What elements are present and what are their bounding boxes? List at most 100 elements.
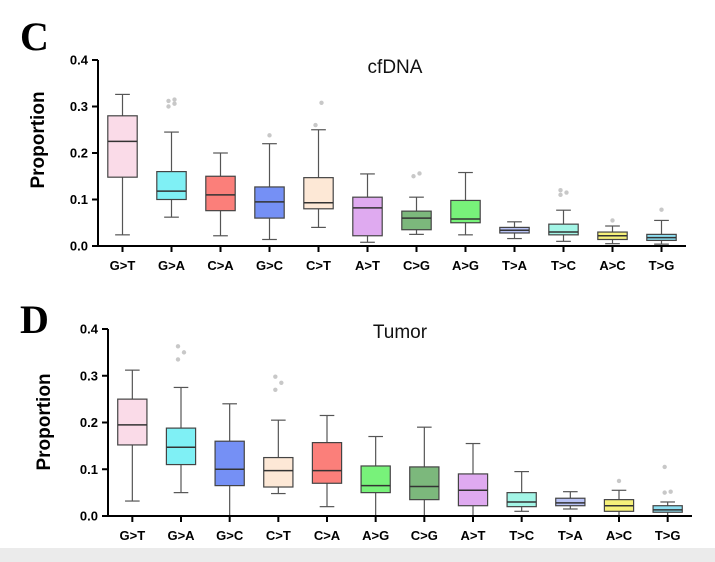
x-category-label: C>A bbox=[314, 528, 341, 543]
y-tick-label: 0.1 bbox=[70, 192, 88, 207]
iqr-box bbox=[303, 177, 334, 210]
box-d-0 bbox=[117, 369, 148, 502]
outlier-point bbox=[273, 374, 278, 379]
y-ticks-c: 0.0 0.1 0.2 0.3 0.4 bbox=[70, 53, 98, 254]
outlier-point bbox=[564, 190, 569, 195]
x-category-label: G>T bbox=[120, 528, 146, 543]
y-axis-label-c: Proportion bbox=[28, 91, 49, 188]
x-category-label: C>T bbox=[306, 258, 331, 273]
outlier-point bbox=[411, 174, 416, 179]
x-category-label: T>G bbox=[655, 528, 681, 543]
x-categories-c: G>T G>A C>A G>C C>T A>T C>G A>G T>A T>C A>C T>G bbox=[110, 246, 675, 273]
outlier-point bbox=[558, 188, 563, 193]
iqr-box bbox=[409, 466, 440, 501]
iqr-box bbox=[652, 505, 683, 513]
box-c-5 bbox=[352, 173, 383, 243]
outlier-point bbox=[558, 192, 563, 198]
y-tick-label: 0.0 bbox=[80, 509, 98, 524]
box-d-7 bbox=[457, 442, 489, 517]
box-d-3 bbox=[263, 374, 294, 495]
box-c-1 bbox=[156, 97, 187, 218]
iqr-box bbox=[214, 440, 245, 487]
box-d-5 bbox=[360, 435, 391, 517]
box-c-11 bbox=[646, 207, 677, 245]
y-tick-label: 0.3 bbox=[70, 99, 88, 114]
box-c-0 bbox=[107, 93, 138, 236]
box-d-1 bbox=[165, 344, 197, 494]
box-d-2 bbox=[214, 403, 245, 517]
box-d-4 bbox=[311, 414, 343, 508]
y-tick-label: 0.1 bbox=[80, 462, 98, 477]
y-tick-label: 0.3 bbox=[80, 368, 98, 383]
x-category-label: G>C bbox=[216, 528, 244, 543]
box-c-8 bbox=[499, 221, 530, 240]
iqr-box bbox=[156, 171, 187, 201]
y-tick-label: 0.2 bbox=[70, 146, 88, 161]
outlier-point bbox=[181, 350, 187, 355]
x-category-label: C>G bbox=[403, 258, 430, 273]
outlier-point bbox=[273, 387, 278, 392]
outlier-point bbox=[166, 98, 171, 104]
outlier-point bbox=[417, 171, 422, 176]
iqr-box bbox=[311, 442, 343, 484]
box-d-6 bbox=[409, 426, 440, 517]
box-d-9 bbox=[555, 491, 586, 510]
iqr-box bbox=[165, 427, 197, 466]
box-c-2 bbox=[205, 152, 236, 237]
box-c-4 bbox=[303, 100, 334, 228]
box-d-11 bbox=[652, 464, 683, 517]
iqr-box bbox=[360, 465, 391, 494]
x-category-label: T>G bbox=[649, 258, 675, 273]
x-category-label: C>A bbox=[207, 258, 234, 273]
outlier-point bbox=[662, 490, 667, 495]
y-ticks-d: 0.0 0.1 0.2 0.3 0.4 bbox=[80, 322, 108, 524]
outlier-point bbox=[267, 133, 272, 138]
outlier-point bbox=[172, 101, 177, 106]
box-c-9 bbox=[548, 188, 579, 242]
iqr-box bbox=[450, 199, 481, 224]
x-category-label: T>C bbox=[551, 258, 577, 273]
outlier-point bbox=[172, 97, 177, 102]
x-category-label: A>T bbox=[461, 528, 486, 543]
outlier-point bbox=[175, 344, 181, 349]
outlier-point bbox=[313, 122, 318, 128]
x-category-label: T>C bbox=[509, 528, 535, 543]
outlier-point bbox=[616, 478, 622, 484]
box-c-10 bbox=[597, 218, 628, 245]
outlier-point bbox=[662, 464, 667, 470]
outlier-point bbox=[166, 104, 171, 109]
y-axis-label-d: Proportion bbox=[34, 373, 55, 470]
box-d-8 bbox=[506, 470, 537, 512]
x-category-label: C>G bbox=[411, 528, 438, 543]
axes-d bbox=[107, 329, 692, 517]
box-c-3 bbox=[254, 133, 285, 241]
axes-c bbox=[97, 60, 686, 247]
x-category-label: G>A bbox=[158, 258, 186, 273]
outlier-point bbox=[319, 100, 324, 105]
boxes-d bbox=[117, 344, 683, 517]
iqr-box bbox=[117, 398, 148, 446]
x-categories-d: G>T G>A G>C C>T C>A A>G C>G A>T T>C T>A A>C T>G bbox=[120, 516, 681, 543]
panel-c-cfdna: C cfDNA Proportion 0.00.10.20.30.4 G>T G>… bbox=[20, 14, 686, 273]
y-tick-label: 0.4 bbox=[70, 53, 89, 68]
x-category-label: A>T bbox=[355, 258, 380, 273]
y-tick-label: 0.0 bbox=[70, 239, 88, 254]
x-category-label: T>A bbox=[558, 528, 584, 543]
outlier-point bbox=[668, 489, 673, 494]
x-category-label: A>G bbox=[452, 258, 479, 273]
x-category-label: A>C bbox=[599, 258, 626, 273]
x-category-label: A>G bbox=[362, 528, 389, 543]
box-c-7 bbox=[450, 171, 481, 236]
x-category-label: A>C bbox=[606, 528, 633, 543]
iqr-box bbox=[107, 115, 138, 178]
panel-letter-d: D bbox=[20, 297, 49, 342]
outlier-point bbox=[659, 207, 664, 212]
x-category-label: T>A bbox=[502, 258, 528, 273]
x-category-label: G>A bbox=[167, 528, 195, 543]
bottom-strip bbox=[0, 548, 715, 562]
iqr-box bbox=[401, 210, 432, 231]
chart-title-tumor: Tumor bbox=[373, 322, 428, 343]
y-tick-label: 0.2 bbox=[80, 415, 98, 430]
iqr-box bbox=[555, 497, 586, 507]
